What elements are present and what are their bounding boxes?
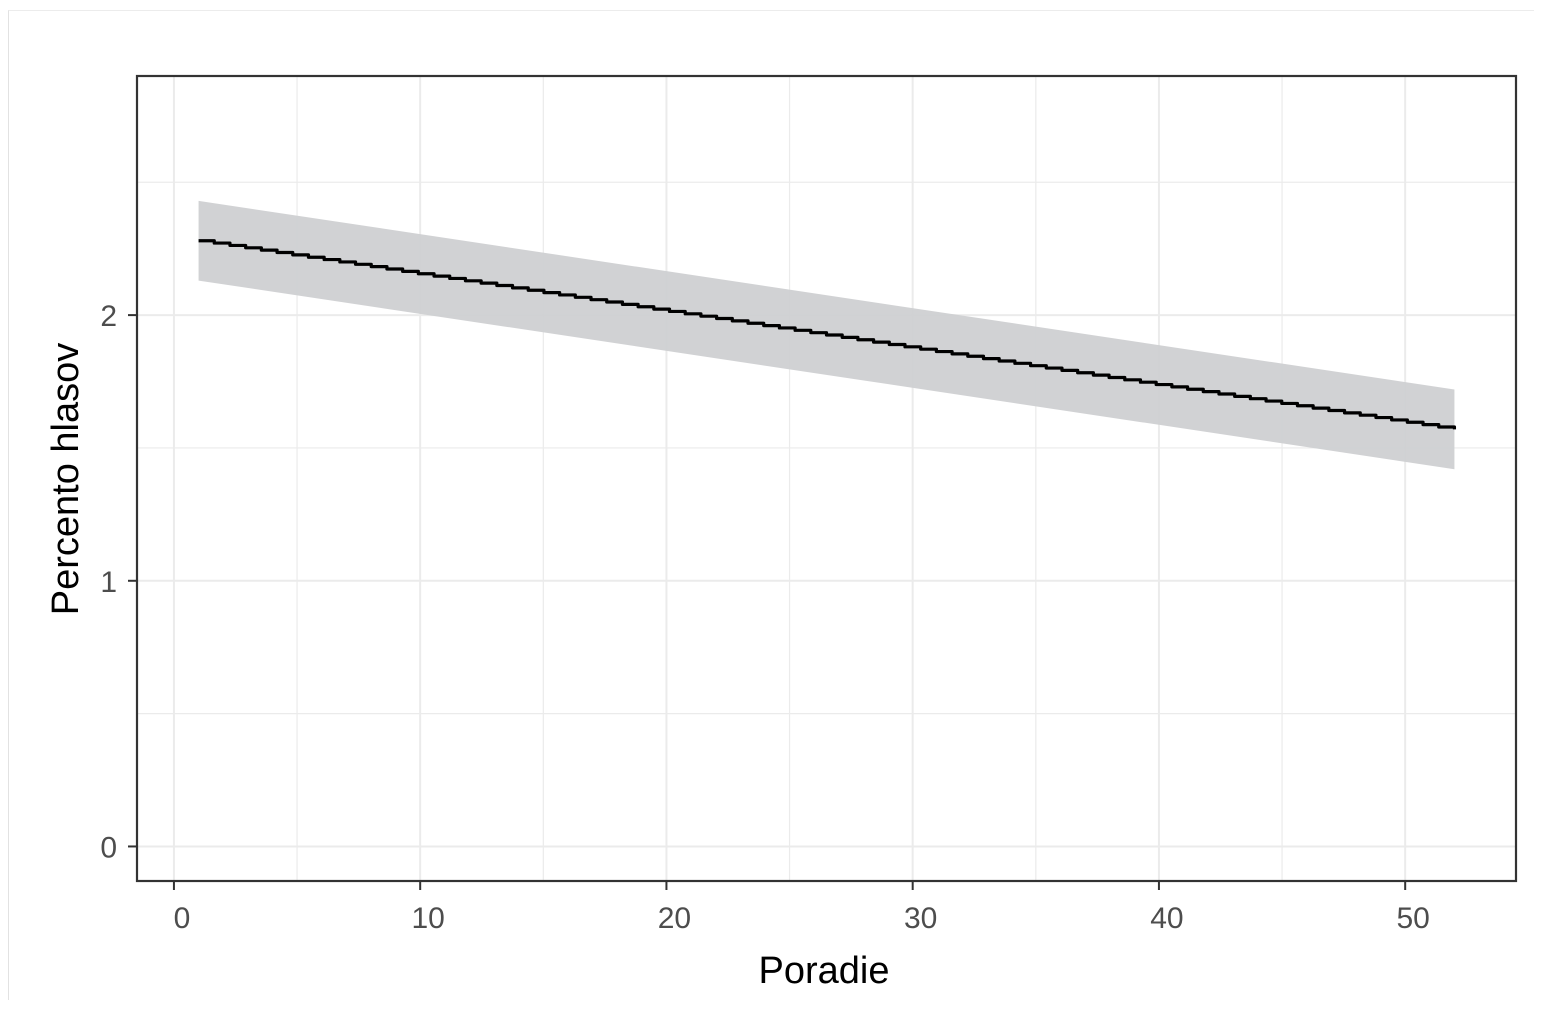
y-axis-title: Percento hlasov <box>45 343 87 616</box>
x-tick-label: 50 <box>1397 902 1430 935</box>
y-tick-label: 2 <box>100 300 117 333</box>
x-tick-label: 0 <box>174 902 191 935</box>
x-axis-ticks: 0 10 20 30 40 50 <box>172 881 1430 935</box>
x-tick-label: 10 <box>412 902 445 935</box>
image-frame <box>8 10 1534 1000</box>
y-tick-label: 0 <box>100 831 117 864</box>
trend-lines <box>198 239 1457 430</box>
x-tick-label: 40 <box>1150 902 1183 935</box>
major-gridlines <box>137 76 1516 881</box>
y-tick-label: 1 <box>100 566 117 599</box>
x-tick-label: 30 <box>904 902 937 935</box>
y-axis-ticks: 0 1 2 <box>100 300 137 864</box>
x-tick-label: 20 <box>658 902 691 935</box>
minor-gridlines <box>137 76 1516 881</box>
panel-border <box>135 74 1518 883</box>
x-axis-title: Poradie <box>759 950 890 992</box>
trend-line <box>198 239 1457 430</box>
